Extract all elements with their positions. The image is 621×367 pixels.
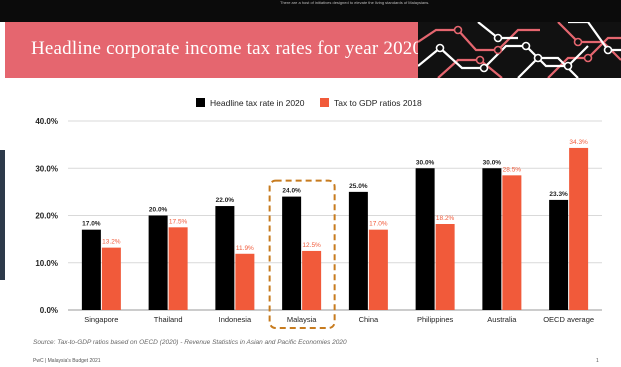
data-label-tax-to-gdp: 12.5% bbox=[302, 242, 321, 249]
x-category-label: Philippines bbox=[417, 315, 454, 324]
bar-headline-rate bbox=[215, 206, 235, 310]
highlight-box bbox=[268, 179, 336, 329]
top-bar: There are a host of initiatives designed… bbox=[0, 0, 621, 22]
title-banner: Headline corporate income tax rates for … bbox=[5, 22, 422, 78]
y-tick-label: 0.0% bbox=[40, 306, 58, 315]
legend-label-1: Headline tax rate in 2020 bbox=[210, 98, 305, 108]
source-note: Source: Tax-to-GDP ratios based on OECD … bbox=[33, 339, 347, 346]
data-label-headline: 25.0% bbox=[349, 183, 368, 190]
data-label-tax-to-gdp: 18.2% bbox=[436, 215, 455, 222]
bar-tax-to-gdp bbox=[168, 227, 188, 310]
data-label-headline: 22.0% bbox=[216, 197, 235, 204]
page-number: 1 bbox=[596, 358, 599, 364]
data-label-tax-to-gdp: 28.5% bbox=[503, 166, 522, 173]
x-category-label: Australia bbox=[487, 315, 517, 324]
x-category-label: Malaysia bbox=[287, 315, 317, 324]
x-category-label: Indonesia bbox=[219, 315, 252, 324]
data-label-tax-to-gdp: 11.9% bbox=[236, 245, 254, 252]
data-label-tax-to-gdp: 34.3% bbox=[569, 139, 588, 146]
data-label-headline: 30.0% bbox=[483, 159, 502, 166]
network-pattern-icon bbox=[418, 22, 621, 78]
data-label-headline: 20.0% bbox=[149, 207, 168, 214]
y-tick-label: 10.0% bbox=[35, 259, 58, 268]
data-label-headline: 17.0% bbox=[82, 221, 101, 228]
page-title: Headline corporate income tax rates for … bbox=[31, 38, 423, 59]
bar-tax-to-gdp bbox=[569, 147, 589, 310]
x-category-label: Thailand bbox=[154, 315, 183, 324]
data-label-headline: 24.0% bbox=[282, 188, 301, 195]
bar-headline-rate bbox=[148, 215, 168, 310]
bar-headline-rate bbox=[282, 196, 302, 310]
y-tick-label: 40.0% bbox=[35, 117, 58, 126]
bar-headline-rate bbox=[549, 199, 569, 310]
bar-tax-to-gdp bbox=[435, 224, 455, 310]
x-category-label: Singapore bbox=[84, 315, 118, 324]
bar-headline-rate bbox=[348, 191, 368, 310]
bar-tax-to-gdp bbox=[368, 229, 388, 310]
decorative-network-pattern bbox=[418, 22, 621, 78]
bar-tax-to-gdp bbox=[235, 253, 255, 310]
data-label-tax-to-gdp: 17.0% bbox=[369, 221, 388, 228]
bar-tax-to-gdp bbox=[502, 175, 522, 310]
x-category-label: OECD average bbox=[543, 315, 594, 324]
data-label-headline: 30.0% bbox=[416, 159, 435, 166]
bar-headline-rate bbox=[415, 168, 435, 310]
data-label-tax-to-gdp: 13.2% bbox=[102, 239, 121, 246]
legend-label-2: Tax to GDP ratios 2018 bbox=[334, 98, 422, 108]
x-category-label: China bbox=[359, 315, 379, 324]
data-label-headline: 23.3% bbox=[549, 191, 568, 198]
legend-swatch-2 bbox=[320, 98, 329, 107]
data-label-tax-to-gdp: 17.5% bbox=[169, 218, 188, 225]
bar-headline-rate bbox=[482, 168, 502, 310]
left-edge-strip bbox=[0, 150, 5, 280]
y-tick-label: 20.0% bbox=[35, 212, 58, 221]
bar-headline-rate bbox=[81, 229, 101, 310]
y-tick-label: 30.0% bbox=[35, 164, 58, 173]
top-caption: There are a host of initiatives designed… bbox=[280, 0, 430, 5]
bar-tax-to-gdp bbox=[302, 250, 322, 310]
bar-tax-to-gdp bbox=[101, 247, 121, 310]
footer-credit: PwC | Malaysia's Budget 2021 bbox=[33, 358, 101, 364]
legend-swatch-1 bbox=[196, 98, 205, 107]
